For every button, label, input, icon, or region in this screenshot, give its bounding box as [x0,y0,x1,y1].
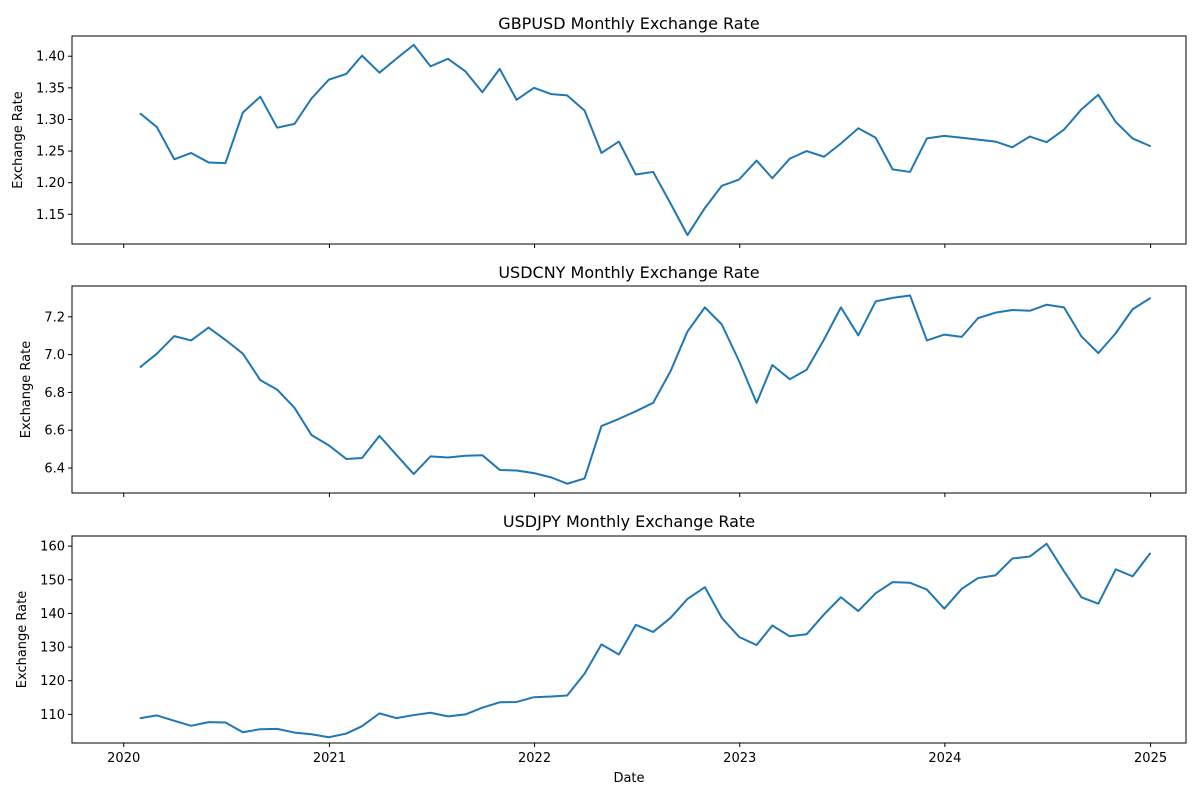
chart-panel-1: GBPUSD Monthly Exchange Rate Exchange Rat… [11,14,1187,248]
chart-title: GBPUSD Monthly Exchange Rate [498,14,759,33]
y-tick-label: 1.15 [36,208,65,223]
y-axis-label: Exchange Rate [15,591,30,688]
chart-title: USDCNY Monthly Exchange Rate [498,263,759,282]
series-line [139,542,1152,739]
y-tick-label: 1.20 [36,176,65,191]
y-tick-label: 140 [40,607,65,622]
y-tick-label: 110 [40,708,65,723]
x-tick-label: 2022 [518,751,551,766]
y-tick-label: 130 [40,641,65,656]
chart-title: USDJPY Monthly Exchange Rate [503,512,755,531]
y-axis-label: Exchange Rate [11,91,26,188]
plot-frame [71,285,1187,494]
x-tick-label: 2024 [928,751,961,766]
x-tick-label: 2025 [1134,751,1167,766]
y-tick-label: 7.2 [44,310,65,325]
y-tick-label: 150 [40,573,65,588]
x-tick-label: 2023 [723,751,756,766]
x-tick-label: 2021 [313,751,346,766]
series-line [139,294,1152,485]
y-tick-label: 1.40 [36,50,65,65]
y-axis-label: Exchange Rate [19,341,34,438]
y-tick-label: 6.8 [44,386,65,401]
y-tick-label: 160 [40,540,65,555]
chart-panel-2: USDCNY Monthly Exchange Rate Exchange Rat… [19,263,1187,497]
y-tick-label: 7.0 [44,348,65,363]
y-tick-label: 1.25 [36,145,65,160]
y-tick-label: 1.35 [36,81,65,96]
y-tick-label: 120 [40,674,65,689]
x-axis-label: Date [613,771,644,786]
chart-panel-3: USDJPY Monthly Exchange Rate Exchange Rat… [15,512,1187,786]
plot-frame [71,35,1187,245]
plot-frame [71,535,1187,744]
series-line [139,43,1152,237]
y-tick-label: 6.6 [44,424,65,439]
x-tick-label: 2020 [107,751,140,766]
y-tick-label: 6.4 [44,462,65,477]
y-tick-label: 1.30 [36,113,65,128]
